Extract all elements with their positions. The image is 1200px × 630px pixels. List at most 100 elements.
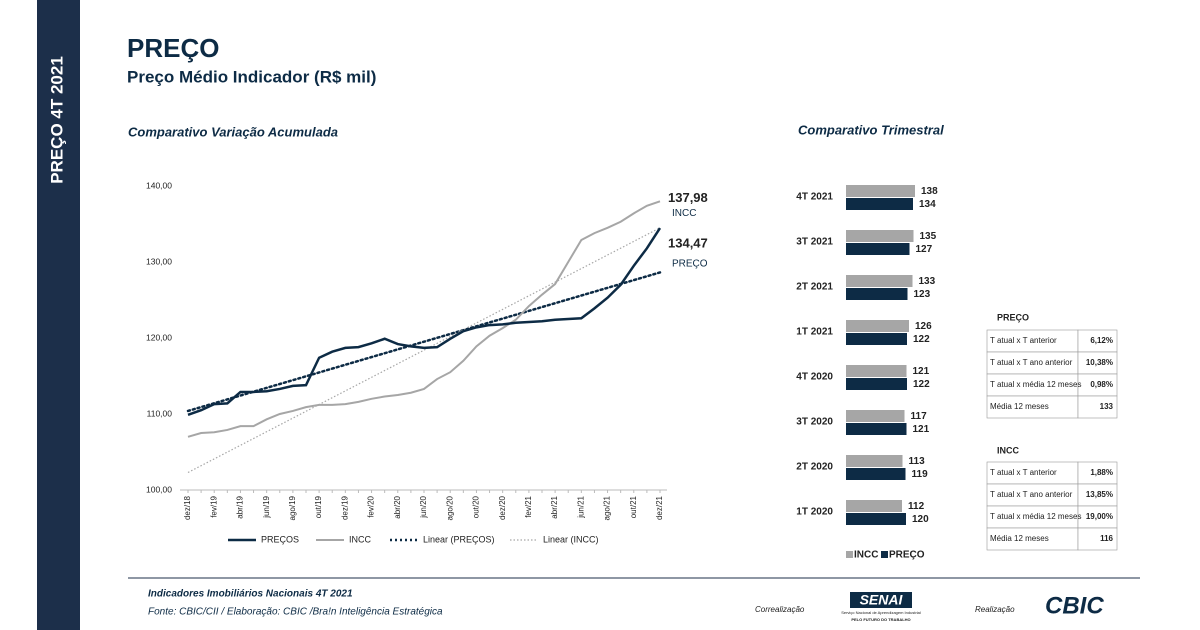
category-label: 4T 2021 bbox=[796, 192, 833, 203]
value-label: 121 bbox=[913, 424, 930, 435]
table-label: T atual x média 12 meses bbox=[990, 512, 1081, 521]
value-label: 133 bbox=[919, 276, 936, 287]
senai-sub: Serviço Nacional de Aprendizagem Industr… bbox=[841, 610, 921, 615]
line-series bbox=[187, 227, 662, 416]
trend-line bbox=[186, 271, 662, 413]
page-subtitle: Preço Médio Indicador (R$ mil) bbox=[127, 67, 376, 86]
x-tick-label: abr/19 bbox=[236, 495, 245, 518]
category-label: 1T 2021 bbox=[796, 327, 833, 338]
x-tick-label: ago/19 bbox=[288, 495, 297, 520]
line-series bbox=[187, 200, 661, 438]
bar bbox=[846, 513, 906, 525]
senai-logo bbox=[850, 592, 912, 608]
table-cell bbox=[1077, 395, 1118, 419]
x-tick-label: dez/21 bbox=[655, 495, 664, 520]
table-value: 13,85% bbox=[1086, 490, 1113, 499]
table-value: 10,38% bbox=[1086, 358, 1113, 367]
page-title: PREÇO bbox=[127, 33, 219, 63]
table-label: T atual x T ano anterior bbox=[990, 490, 1073, 499]
table-value: 0,98% bbox=[1090, 380, 1113, 389]
legend-label: INCC bbox=[854, 550, 878, 561]
annotation-value: 137,98 bbox=[668, 190, 708, 205]
annotation-value: 134,47 bbox=[668, 235, 708, 250]
table-value: 133 bbox=[1100, 402, 1114, 411]
bar bbox=[846, 288, 908, 300]
x-tick-label: jun/21 bbox=[576, 495, 585, 518]
y-tick-label: 100,00 bbox=[146, 484, 172, 494]
sidebar-label: PREÇO 4T 2021 bbox=[47, 56, 66, 184]
y-tick-label: 130,00 bbox=[146, 256, 172, 266]
category-label: 4T 2020 bbox=[796, 372, 833, 383]
bar bbox=[846, 230, 914, 242]
legend-label: Linear (PREÇOS) bbox=[423, 534, 495, 544]
category-label: 1T 2020 bbox=[796, 507, 833, 518]
y-tick-label: 120,00 bbox=[146, 332, 172, 342]
legend-label: PREÇOS bbox=[261, 534, 299, 544]
legend-label: INCC bbox=[349, 534, 371, 544]
value-label: 112 bbox=[908, 501, 925, 512]
category-label: 3T 2021 bbox=[796, 237, 833, 248]
chart-title: Comparativo Trimestral bbox=[798, 122, 944, 137]
table-label: Média 12 meses bbox=[990, 402, 1049, 411]
x-tick-label: ago/21 bbox=[603, 495, 612, 520]
value-label: 122 bbox=[913, 379, 930, 390]
x-tick-label: fev/19 bbox=[209, 495, 218, 517]
value-label: 121 bbox=[913, 366, 930, 377]
legend-swatch bbox=[881, 551, 888, 558]
bar bbox=[846, 320, 909, 332]
value-label: 138 bbox=[921, 186, 938, 197]
bar bbox=[846, 468, 906, 480]
cbic-logo: CBIC bbox=[1045, 592, 1104, 619]
value-label: 122 bbox=[913, 334, 930, 345]
table-label: Média 12 meses bbox=[990, 534, 1049, 543]
y-tick-label: 140,00 bbox=[146, 180, 172, 190]
bar bbox=[846, 333, 907, 345]
bar bbox=[846, 378, 907, 390]
category-label: 3T 2020 bbox=[796, 417, 833, 428]
table-cell bbox=[1077, 527, 1118, 551]
footer-label: Realização bbox=[975, 605, 1015, 614]
y-tick-label: 110,00 bbox=[147, 408, 173, 418]
bar bbox=[846, 410, 905, 422]
value-label: 126 bbox=[915, 321, 932, 332]
senai-logo-text: SENAI bbox=[860, 592, 904, 608]
annotation-text: INCC bbox=[672, 208, 696, 219]
trend-line bbox=[187, 227, 661, 474]
table-value: 116 bbox=[1100, 534, 1113, 543]
table-label: T atual x média 12 meses bbox=[990, 380, 1081, 389]
bar bbox=[846, 198, 913, 210]
x-tick-label: jun/19 bbox=[262, 495, 271, 518]
sidebar bbox=[37, 0, 80, 630]
x-tick-label: dez/18 bbox=[183, 495, 192, 520]
value-label: 120 bbox=[912, 514, 929, 525]
value-label: 123 bbox=[914, 289, 931, 300]
x-tick-label: dez/20 bbox=[498, 495, 507, 520]
value-label: 135 bbox=[920, 231, 937, 242]
x-tick-label: jun/20 bbox=[419, 495, 428, 518]
x-tick-label: fev/21 bbox=[524, 495, 533, 517]
value-label: 117 bbox=[911, 411, 928, 422]
category-label: 2T 2020 bbox=[796, 462, 833, 473]
footer-label: Correalização bbox=[755, 605, 805, 614]
x-tick-label: fev/20 bbox=[367, 495, 376, 517]
table-label: T atual x T ano anterior bbox=[990, 358, 1073, 367]
table-label: T atual x T anterior bbox=[990, 336, 1057, 345]
chart-title: Comparativo Variação Acumulada bbox=[128, 124, 338, 139]
x-tick-label: abr/21 bbox=[550, 495, 559, 518]
bar bbox=[846, 275, 913, 287]
table-value: 6,12% bbox=[1090, 336, 1113, 345]
footer-text: Fonte: CBIC/CII / Elaboração: CBIC /Bra!… bbox=[148, 607, 443, 618]
table-label: T atual x T anterior bbox=[990, 468, 1057, 477]
bar bbox=[846, 423, 907, 435]
senai-tag: PELO FUTURO DO TRABALHO bbox=[851, 617, 910, 622]
bar bbox=[846, 243, 910, 255]
legend-label: PREÇO bbox=[889, 550, 925, 561]
x-tick-label: out/21 bbox=[629, 495, 638, 518]
legend-swatch bbox=[846, 551, 853, 558]
bar bbox=[846, 500, 902, 512]
x-tick-label: abr/20 bbox=[393, 495, 402, 518]
table-title: PREÇO bbox=[997, 312, 1029, 322]
annotation-text: PREÇO bbox=[672, 259, 708, 270]
value-label: 127 bbox=[916, 244, 933, 255]
